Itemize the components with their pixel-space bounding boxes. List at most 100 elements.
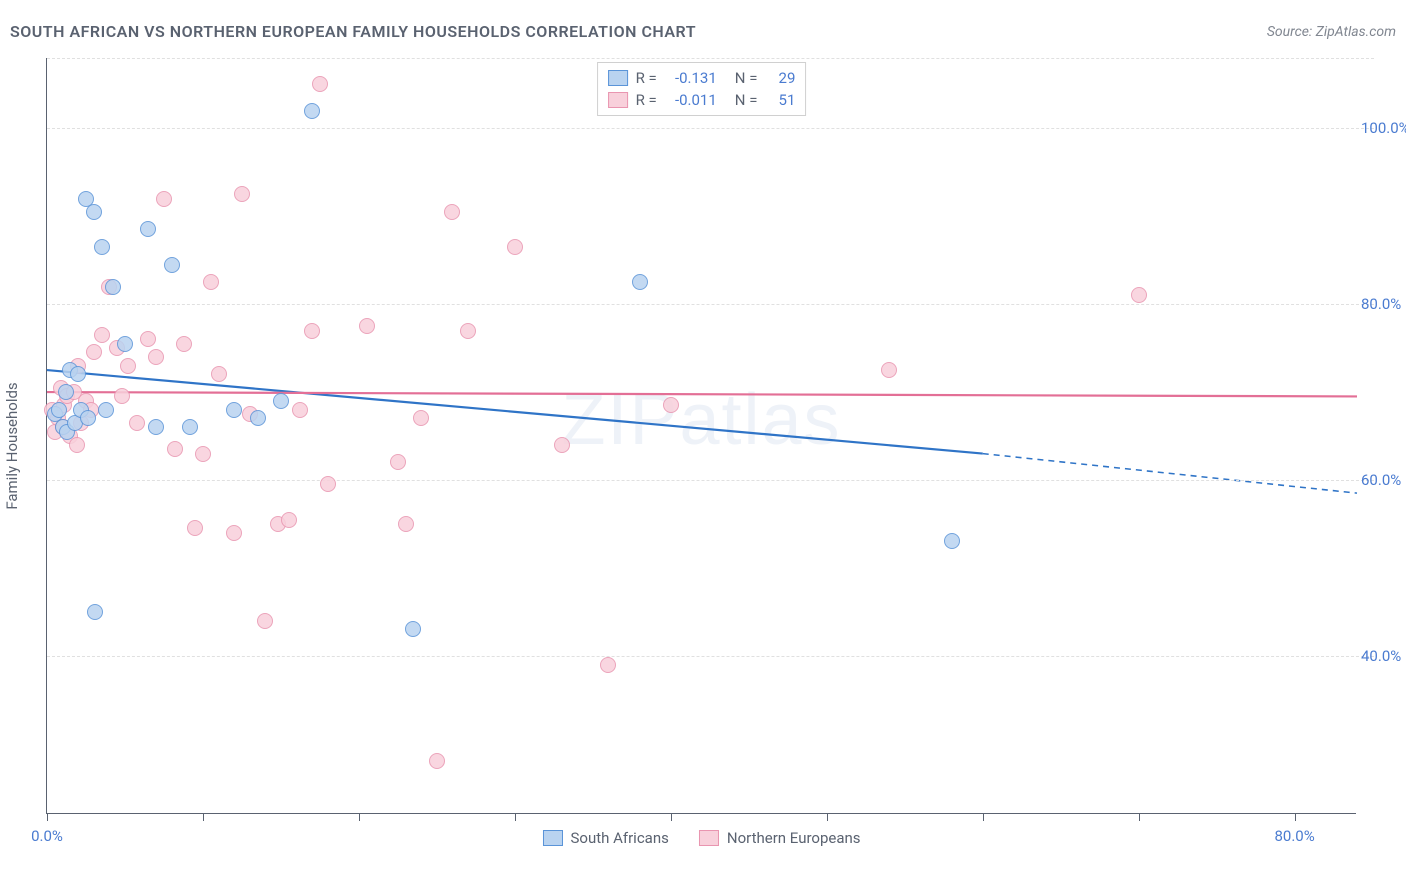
series-legend: South Africans Northern Europeans [542, 829, 860, 847]
scatter-point [195, 446, 211, 462]
y-tick-label: 40.0% [1361, 647, 1406, 665]
scatter-point [148, 349, 164, 365]
swatch-series-1 [608, 92, 628, 108]
scatter-point [80, 410, 96, 426]
n-value-0: 29 [765, 69, 795, 87]
scatter-point [117, 336, 133, 352]
gridline [47, 58, 1374, 59]
r-label: R = [636, 91, 657, 109]
x-tick [1139, 813, 1140, 821]
x-tick-label: 80.0% [1274, 827, 1314, 845]
legend-item-0: South Africans [542, 829, 668, 847]
scatter-point [304, 103, 320, 119]
scatter-point [281, 512, 297, 528]
scatter-point [226, 402, 242, 418]
scatter-point [94, 327, 110, 343]
swatch-series-0 [608, 70, 628, 86]
scatter-point [390, 454, 406, 470]
gridline [47, 656, 1374, 657]
x-tick [359, 813, 360, 821]
x-tick [671, 813, 672, 821]
legend-item-1: Northern Europeans [699, 829, 861, 847]
scatter-point [881, 362, 897, 378]
scatter-point [87, 604, 103, 620]
r-value-1: -0.011 [665, 91, 717, 109]
legend-label-1: Northern Europeans [727, 829, 861, 847]
y-tick-label: 80.0% [1361, 295, 1406, 313]
x-tick [203, 813, 204, 821]
y-axis-label: Family Households [3, 382, 21, 509]
scatter-point [51, 402, 67, 418]
x-tick [827, 813, 828, 821]
scatter-point [405, 621, 421, 637]
scatter-point [148, 419, 164, 435]
scatter-point [507, 239, 523, 255]
title-bar: SOUTH AFRICAN VS NORTHERN EUROPEAN FAMIL… [10, 22, 1396, 41]
scatter-point [312, 76, 328, 92]
correlation-legend: R = -0.131 N = 29 R = -0.011 N = 51 [597, 62, 807, 116]
scatter-point [114, 388, 130, 404]
y-tick-label: 100.0% [1361, 119, 1406, 137]
trend-line [47, 392, 1357, 396]
trend-lines-layer [47, 58, 1356, 813]
scatter-point [86, 344, 102, 360]
scatter-point [234, 186, 250, 202]
r-label: R = [636, 69, 657, 87]
scatter-point [58, 384, 74, 400]
scatter-point [120, 358, 136, 374]
scatter-point [211, 366, 227, 382]
scatter-point [226, 525, 242, 541]
trend-line-extrapolated [983, 454, 1357, 494]
x-tick [47, 813, 48, 821]
scatter-point [94, 239, 110, 255]
scatter-point [398, 516, 414, 532]
legend-row-series-1: R = -0.011 N = 51 [608, 89, 796, 111]
source-label: Source: ZipAtlas.com [1267, 24, 1396, 40]
gridline [47, 128, 1374, 129]
scatter-point [140, 221, 156, 237]
scatter-point [273, 393, 289, 409]
scatter-point [304, 323, 320, 339]
scatter-point [140, 331, 156, 347]
scatter-point [257, 613, 273, 629]
n-label: N = [735, 69, 758, 87]
scatter-point [164, 257, 180, 273]
scatter-point [632, 274, 648, 290]
n-label: N = [735, 91, 758, 109]
scatter-point [250, 410, 266, 426]
scatter-point [944, 533, 960, 549]
chart-container: SOUTH AFRICAN VS NORTHERN EUROPEAN FAMIL… [0, 0, 1406, 892]
plot-area: ZIPatlas R = -0.131 N = 29 R = -0.011 N … [46, 58, 1356, 814]
y-tick-label: 60.0% [1361, 471, 1406, 489]
scatter-point [663, 397, 679, 413]
n-value-1: 51 [765, 91, 795, 109]
scatter-point [105, 279, 121, 295]
scatter-point [69, 437, 85, 453]
scatter-point [167, 441, 183, 457]
r-value-0: -0.131 [665, 69, 717, 87]
scatter-point [129, 415, 145, 431]
scatter-point [460, 323, 476, 339]
scatter-point [176, 336, 192, 352]
gridline [47, 480, 1374, 481]
scatter-point [98, 402, 114, 418]
x-tick-label: 0.0% [31, 827, 63, 845]
scatter-point [182, 419, 198, 435]
x-tick [983, 813, 984, 821]
scatter-point [413, 410, 429, 426]
swatch-series-1 [699, 830, 719, 846]
legend-label-0: South Africans [570, 829, 668, 847]
x-tick [1295, 813, 1296, 821]
scatter-point [86, 204, 102, 220]
scatter-point [70, 366, 86, 382]
scatter-point [320, 476, 336, 492]
scatter-point [292, 402, 308, 418]
legend-row-series-0: R = -0.131 N = 29 [608, 67, 796, 89]
trend-line [47, 370, 983, 454]
x-tick [515, 813, 516, 821]
scatter-point [156, 191, 172, 207]
chart-title: SOUTH AFRICAN VS NORTHERN EUROPEAN FAMIL… [10, 22, 696, 41]
swatch-series-0 [542, 830, 562, 846]
gridline [47, 304, 1374, 305]
scatter-point [187, 520, 203, 536]
